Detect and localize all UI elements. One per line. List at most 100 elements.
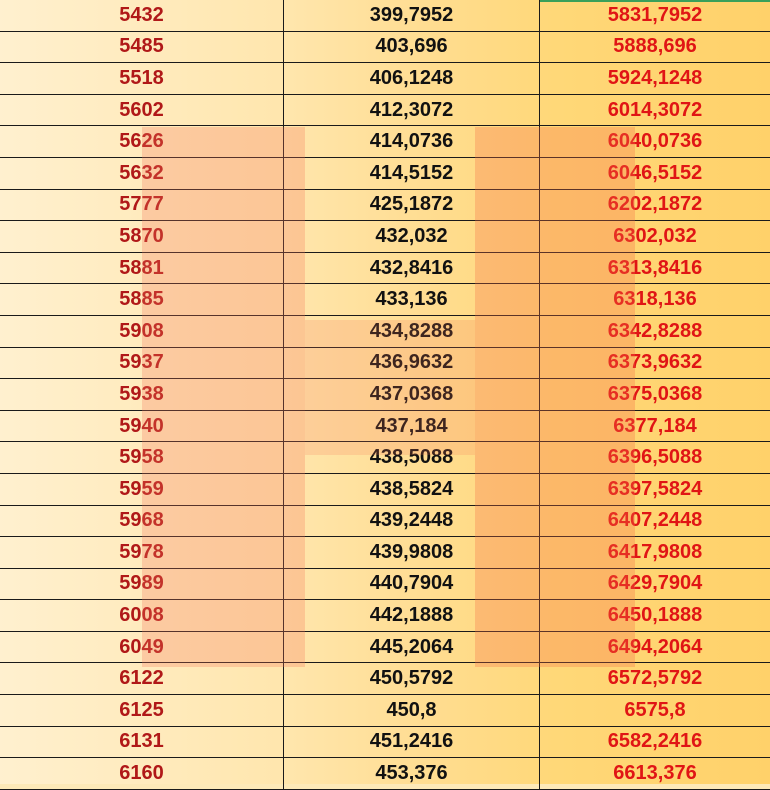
cell-value[interactable]: 5518 bbox=[0, 63, 284, 95]
cell-total[interactable]: 5831,7952 bbox=[540, 0, 770, 31]
cell-amount[interactable]: 442,1888 bbox=[284, 600, 540, 632]
cell-amount[interactable]: 437,184 bbox=[284, 410, 540, 442]
cell-total[interactable]: 6377,184 bbox=[540, 410, 770, 442]
cell-total[interactable]: 6494,2064 bbox=[540, 631, 770, 663]
cell-total[interactable]: 6014,3072 bbox=[540, 94, 770, 126]
cell-amount[interactable]: 414,0736 bbox=[284, 126, 540, 158]
cell-value[interactable]: 5485 bbox=[0, 31, 284, 63]
cell-amount[interactable]: 414,5152 bbox=[284, 157, 540, 189]
cell-amount[interactable]: 439,2448 bbox=[284, 505, 540, 537]
cell-total[interactable]: 6417,9808 bbox=[540, 537, 770, 569]
cell-total[interactable]: 6582,2416 bbox=[540, 726, 770, 758]
cell-value[interactable]: 6160 bbox=[0, 758, 284, 790]
cell-total[interactable]: 6397,5824 bbox=[540, 473, 770, 505]
cell-value[interactable]: 6125 bbox=[0, 695, 284, 727]
cell-total[interactable]: 6572,5792 bbox=[540, 663, 770, 695]
cell-value[interactable]: 5881 bbox=[0, 252, 284, 284]
cell-total[interactable]: 6375,0368 bbox=[540, 379, 770, 411]
cell-amount[interactable]: 403,696 bbox=[284, 31, 540, 63]
cell-amount[interactable]: 433,136 bbox=[284, 284, 540, 316]
cell-value[interactable]: 5989 bbox=[0, 568, 284, 600]
cell-value[interactable]: 6049 bbox=[0, 631, 284, 663]
cell-value[interactable]: 5908 bbox=[0, 315, 284, 347]
cell-amount[interactable]: 406,1248 bbox=[284, 63, 540, 95]
cell-value[interactable]: 6131 bbox=[0, 726, 284, 758]
cell-value[interactable]: 5632 bbox=[0, 157, 284, 189]
cell-value[interactable]: 6122 bbox=[0, 663, 284, 695]
cell-amount[interactable]: 425,1872 bbox=[284, 189, 540, 221]
cell-value[interactable]: 5937 bbox=[0, 347, 284, 379]
cell-total[interactable]: 6407,2448 bbox=[540, 505, 770, 537]
cell-amount[interactable]: 450,8 bbox=[284, 695, 540, 727]
cell-value[interactable]: 5885 bbox=[0, 284, 284, 316]
cell-amount[interactable]: 434,8288 bbox=[284, 315, 540, 347]
cell-total[interactable]: 6202,1872 bbox=[540, 189, 770, 221]
cell-value[interactable]: 5958 bbox=[0, 442, 284, 474]
cell-total[interactable]: 6313,8416 bbox=[540, 252, 770, 284]
cell-total[interactable]: 6575,8 bbox=[540, 695, 770, 727]
cell-amount[interactable]: 439,9808 bbox=[284, 537, 540, 569]
cell-value[interactable]: 5959 bbox=[0, 473, 284, 505]
cell-value[interactable]: 5940 bbox=[0, 410, 284, 442]
cell-amount[interactable]: 438,5088 bbox=[284, 442, 540, 474]
cell-value[interactable]: 5602 bbox=[0, 94, 284, 126]
cell-total[interactable]: 5888,696 bbox=[540, 31, 770, 63]
cell-total[interactable]: 6318,136 bbox=[540, 284, 770, 316]
cell-total[interactable]: 6396,5088 bbox=[540, 442, 770, 474]
cell-total[interactable]: 5924,1248 bbox=[540, 63, 770, 95]
cell-amount[interactable]: 451,2416 bbox=[284, 726, 540, 758]
cell-amount[interactable]: 432,032 bbox=[284, 221, 540, 253]
cell-total[interactable]: 6342,8288 bbox=[540, 315, 770, 347]
cell-total[interactable]: 6046,5152 bbox=[540, 157, 770, 189]
cell-value[interactable]: 5777 bbox=[0, 189, 284, 221]
cell-amount[interactable]: 438,5824 bbox=[284, 473, 540, 505]
cell-value[interactable]: 5938 bbox=[0, 379, 284, 411]
cell-total[interactable]: 6302,032 bbox=[540, 221, 770, 253]
cell-amount[interactable]: 399,7952 bbox=[284, 0, 540, 31]
cell-value[interactable]: 5968 bbox=[0, 505, 284, 537]
cell-value[interactable]: 5870 bbox=[0, 221, 284, 253]
cell-total[interactable]: 6373,9632 bbox=[540, 347, 770, 379]
cell-amount[interactable]: 445,2064 bbox=[284, 631, 540, 663]
cell-value[interactable]: 5432 bbox=[0, 0, 284, 31]
cell-amount[interactable]: 453,376 bbox=[284, 758, 540, 790]
cell-amount[interactable]: 437,0368 bbox=[284, 379, 540, 411]
cell-total[interactable]: 6450,1888 bbox=[540, 600, 770, 632]
cell-amount[interactable]: 436,9632 bbox=[284, 347, 540, 379]
cell-total[interactable]: 6613,376 bbox=[540, 758, 770, 790]
cell-value[interactable]: 5978 bbox=[0, 537, 284, 569]
cell-total[interactable]: 6040,0736 bbox=[540, 126, 770, 158]
cell-total[interactable]: 6429,7904 bbox=[540, 568, 770, 600]
cell-amount[interactable]: 412,3072 bbox=[284, 94, 540, 126]
cell-value[interactable]: 5626 bbox=[0, 126, 284, 158]
cell-value[interactable]: 6008 bbox=[0, 600, 284, 632]
cell-amount[interactable]: 450,5792 bbox=[284, 663, 540, 695]
cell-amount[interactable]: 432,8416 bbox=[284, 252, 540, 284]
cell-amount[interactable]: 440,7904 bbox=[284, 568, 540, 600]
